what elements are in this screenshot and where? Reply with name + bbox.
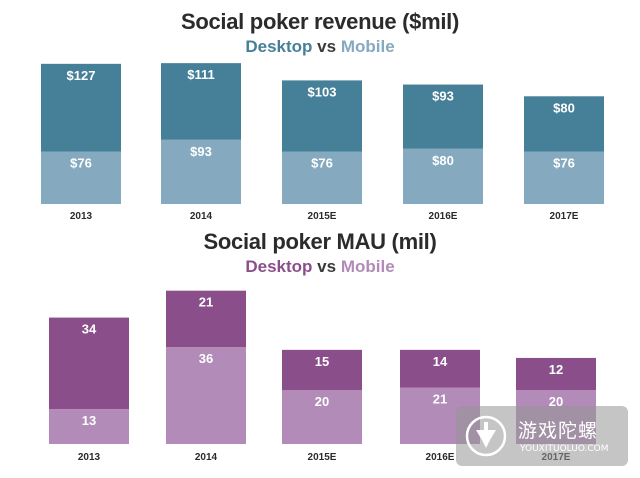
revenue-label-desktop-2015e: $103 (308, 84, 337, 99)
mau-category-label-2015e: 2015E (308, 452, 337, 463)
revenue-bar-desktop-2014 (161, 63, 241, 140)
mau-bar-desktop-2013 (49, 317, 129, 410)
mau-chart-subtitle: Desktop vs Mobile (0, 257, 640, 277)
watermark: 游戏陀螺 YOUXITUOLUO.COM (456, 406, 628, 466)
revenue-bar-mobile-2014 (161, 139, 241, 204)
mau-bar-desktop-2016e (400, 349, 480, 388)
spinning-top-icon (465, 415, 507, 457)
mau-label-desktop-2015e: 15 (315, 354, 329, 369)
revenue-legend-desktop: Desktop (245, 37, 313, 56)
mau-chart-title: Social poker MAU (mil) (203, 229, 437, 254)
revenue-legend-vs: vs (317, 37, 337, 56)
revenue-label-mobile-2013: $76 (70, 156, 92, 171)
mau-category-label-2016e: 2016E (426, 452, 455, 463)
revenue-label-mobile-2017e: $76 (553, 156, 575, 171)
revenue-bar-desktop-2015e (282, 80, 362, 152)
watermark-brand-name: 游戏陀螺 (518, 420, 599, 442)
mau-label-desktop-2013: 34 (82, 322, 97, 337)
revenue-label-mobile-2015e: $76 (311, 156, 333, 171)
mau-category-label-2014: 2014 (195, 452, 218, 463)
mau-bar-desktop-2017e (516, 357, 596, 391)
revenue-category-label-2016e: 2016E (429, 211, 458, 222)
revenue-bar-mobile-2016e (403, 148, 483, 204)
revenue-bar-desktop-2017e (524, 96, 604, 152)
mau-label-mobile-2016e: 21 (433, 392, 447, 407)
revenue-stacked-bar-chart: $76 $127 2013 $93 $111 2014 $76 $103 2015E $80 $93… (41, 63, 604, 222)
revenue-bar-mobile-2017e (524, 151, 604, 204)
revenue-label-desktop-2016e: $93 (432, 89, 454, 104)
mau-label-mobile-2015e: 20 (315, 394, 329, 409)
revenue-bar-desktop-2013 (41, 63, 121, 152)
revenue-bar-mobile-2015e (282, 151, 362, 204)
mau-bar-desktop-2014 (166, 290, 246, 348)
mau-label-mobile-2017e: 20 (549, 394, 563, 409)
mau-legend-mobile: Mobile (340, 257, 395, 276)
revenue-legend-mobile: Mobile (340, 37, 395, 56)
revenue-bar-desktop-2016e (403, 84, 483, 149)
revenue-chart-subtitle: Desktop vs Mobile (0, 37, 640, 57)
mau-label-mobile-2013: 13 (82, 413, 96, 428)
revenue-category-label-2014: 2014 (190, 211, 213, 222)
revenue-label-mobile-2016e: $80 (432, 153, 454, 168)
revenue-label-desktop-2017e: $80 (553, 100, 575, 115)
mau-label-desktop-2014: 21 (199, 295, 213, 310)
mau-bar-mobile-2013 (49, 409, 129, 444)
revenue-category-label-2015e: 2015E (308, 211, 337, 222)
watermark-domain: YOUXITUOLUO.COM (520, 444, 609, 454)
revenue-category-label-2017e: 2017E (550, 211, 579, 222)
mau-legend-desktop: Desktop (245, 257, 313, 276)
mau-category-label-2013: 2013 (78, 452, 101, 463)
mau-label-mobile-2014: 36 (199, 351, 213, 366)
revenue-label-desktop-2014: $111 (187, 67, 215, 82)
revenue-bar-mobile-2013 (41, 151, 121, 204)
revenue-label-mobile-2014: $93 (190, 144, 212, 159)
mau-bar-mobile-2015e (282, 390, 362, 444)
revenue-label-desktop-2013: $127 (67, 68, 96, 83)
mau-bar-mobile-2014 (166, 347, 246, 444)
mau-label-desktop-2017e: 12 (549, 362, 563, 377)
revenue-category-label-2013: 2013 (70, 211, 93, 222)
mau-bar-desktop-2015e (282, 349, 362, 391)
revenue-chart-title: Social poker revenue ($mil) (180, 9, 459, 34)
mau-label-desktop-2016e: 14 (433, 354, 448, 369)
mau-legend-vs: vs (317, 257, 337, 276)
